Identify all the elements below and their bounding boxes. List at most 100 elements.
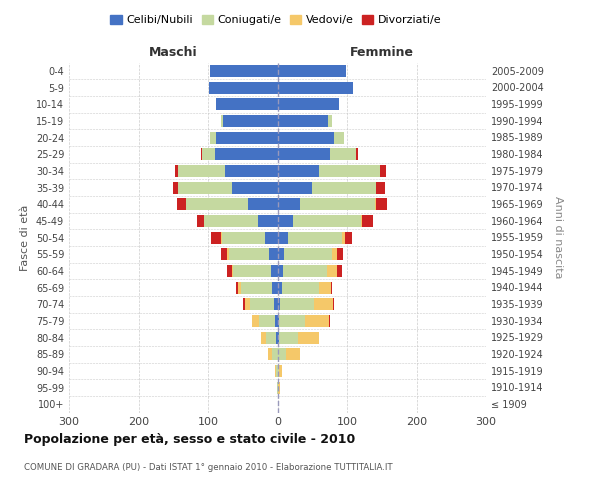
Bar bbox=[284, 248, 332, 260]
Bar bbox=[268, 348, 272, 360]
Bar bbox=[277, 82, 353, 94]
Bar bbox=[280, 298, 314, 310]
Bar bbox=[241, 282, 272, 294]
Bar bbox=[245, 298, 250, 310]
Bar bbox=[210, 65, 277, 77]
Bar bbox=[277, 282, 281, 294]
Bar bbox=[173, 182, 178, 194]
Bar bbox=[227, 248, 229, 260]
Bar bbox=[266, 332, 276, 344]
Bar bbox=[238, 282, 241, 294]
Bar bbox=[286, 348, 300, 360]
Bar bbox=[277, 382, 278, 394]
Bar bbox=[356, 148, 358, 160]
Bar bbox=[342, 232, 345, 243]
Bar bbox=[283, 265, 327, 277]
Bar bbox=[221, 232, 222, 243]
Bar bbox=[265, 232, 277, 243]
Bar bbox=[197, 215, 204, 227]
Bar bbox=[277, 315, 279, 327]
Bar bbox=[337, 265, 342, 277]
Bar bbox=[277, 215, 293, 227]
Bar bbox=[279, 332, 298, 344]
Bar bbox=[328, 115, 332, 127]
Bar bbox=[221, 248, 227, 260]
Bar bbox=[288, 232, 342, 243]
Bar bbox=[332, 248, 337, 260]
Bar bbox=[312, 182, 376, 194]
Bar bbox=[178, 182, 232, 194]
Bar bbox=[327, 265, 337, 277]
Bar bbox=[222, 232, 265, 243]
Bar bbox=[338, 98, 340, 110]
Bar bbox=[233, 265, 271, 277]
Text: COMUNE DI GRADARA (PU) - Dati ISTAT 1° gennaio 2010 - Elaborazione TUTTITALIA.IT: COMUNE DI GRADARA (PU) - Dati ISTAT 1° g… bbox=[24, 463, 392, 472]
Bar bbox=[223, 115, 277, 127]
Bar bbox=[277, 115, 328, 127]
Bar bbox=[204, 215, 258, 227]
Bar bbox=[275, 315, 277, 327]
Bar bbox=[274, 298, 277, 310]
Bar bbox=[293, 215, 361, 227]
Bar bbox=[217, 132, 277, 143]
Bar bbox=[271, 265, 277, 277]
Bar bbox=[319, 282, 331, 294]
Bar bbox=[277, 65, 346, 77]
Y-axis label: Fasce di età: Fasce di età bbox=[20, 204, 30, 270]
Bar bbox=[215, 148, 277, 160]
Bar bbox=[314, 298, 333, 310]
Bar bbox=[277, 182, 312, 194]
Bar bbox=[261, 332, 266, 344]
Bar bbox=[277, 348, 286, 360]
Bar bbox=[376, 198, 386, 210]
Bar bbox=[277, 332, 279, 344]
Bar bbox=[331, 282, 332, 294]
Bar bbox=[210, 132, 217, 143]
Bar bbox=[362, 215, 373, 227]
Bar bbox=[337, 248, 343, 260]
Bar bbox=[227, 265, 232, 277]
Bar bbox=[277, 365, 279, 377]
Bar bbox=[334, 132, 344, 143]
Bar bbox=[252, 315, 259, 327]
Bar bbox=[329, 148, 356, 160]
Text: Popolazione per età, sesso e stato civile - 2010: Popolazione per età, sesso e stato civil… bbox=[24, 432, 355, 446]
Bar bbox=[345, 232, 352, 243]
Bar bbox=[178, 198, 186, 210]
Bar bbox=[333, 298, 334, 310]
Bar bbox=[186, 198, 248, 210]
Bar bbox=[277, 248, 284, 260]
Bar bbox=[221, 115, 223, 127]
Bar bbox=[329, 315, 331, 327]
Bar bbox=[258, 215, 277, 227]
Bar bbox=[259, 315, 275, 327]
Bar bbox=[277, 165, 319, 177]
Bar bbox=[236, 282, 238, 294]
Bar bbox=[229, 248, 269, 260]
Bar bbox=[215, 98, 217, 110]
Text: Femmine: Femmine bbox=[350, 46, 414, 59]
Text: Maschi: Maschi bbox=[149, 46, 197, 59]
Bar bbox=[305, 315, 329, 327]
Bar bbox=[277, 148, 329, 160]
Bar bbox=[281, 282, 319, 294]
Bar bbox=[250, 298, 274, 310]
Bar bbox=[269, 248, 277, 260]
Bar bbox=[232, 182, 277, 194]
Bar bbox=[279, 365, 283, 377]
Bar bbox=[278, 382, 280, 394]
Legend: Celibi/Nubili, Coniugati/e, Vedovi/e, Divorziati/e: Celibi/Nubili, Coniugati/e, Vedovi/e, Di… bbox=[106, 10, 446, 30]
Bar bbox=[277, 132, 334, 143]
Bar bbox=[244, 298, 245, 310]
Bar bbox=[202, 148, 215, 160]
Bar bbox=[380, 165, 386, 177]
Bar bbox=[277, 198, 300, 210]
Bar bbox=[300, 198, 375, 210]
Bar bbox=[226, 165, 277, 177]
Bar bbox=[277, 232, 288, 243]
Bar bbox=[272, 348, 277, 360]
Y-axis label: Anni di nascita: Anni di nascita bbox=[553, 196, 563, 278]
Bar bbox=[279, 315, 305, 327]
Bar bbox=[209, 82, 277, 94]
Bar bbox=[275, 365, 276, 377]
